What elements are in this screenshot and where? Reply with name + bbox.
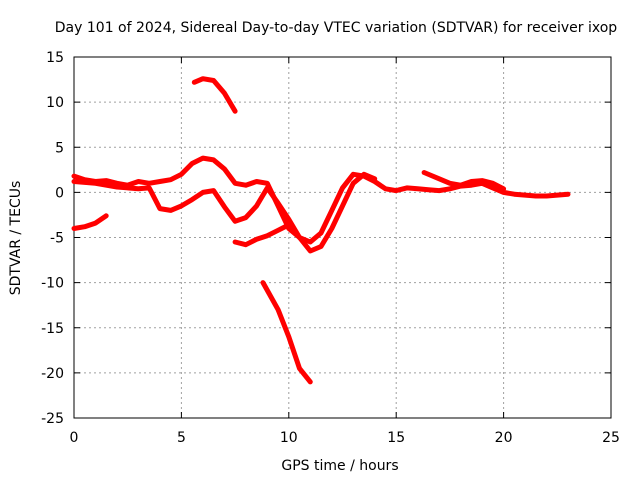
y-tick-label: 5 [55, 140, 64, 156]
series-track-main-upper [71, 155, 571, 245]
chart-title: Day 101 of 2024, Sidereal Day-to-day VTE… [55, 20, 618, 36]
series-track-right-arc [421, 170, 507, 192]
x-tick-label: 20 [495, 430, 513, 446]
axis-ticks [73, 56, 612, 419]
y-tick-labels: -25 -20 -15 -10 -5 0 5 10 15 [41, 50, 64, 427]
y-tick-label: -15 [41, 321, 64, 337]
series-track-main-lower [71, 171, 378, 254]
y-tick-label: 10 [46, 95, 64, 111]
grid-lines [74, 57, 611, 418]
y-axis-label: SDTVAR / TECUs [8, 181, 24, 296]
x-axis-label: GPS time / hours [281, 458, 398, 474]
series-track-upper-arc [191, 76, 238, 114]
series-track-descent [260, 280, 313, 385]
series-track-mid-low [232, 222, 292, 248]
y-tick-label: -5 [50, 231, 64, 247]
y-tick-label: -20 [41, 366, 64, 382]
data-series [71, 76, 571, 385]
x-tick-label: 15 [387, 430, 405, 446]
series-track-left-low [71, 213, 109, 231]
y-tick-label: 0 [55, 185, 64, 201]
y-tick-label: -25 [41, 411, 64, 427]
y-tick-label: 15 [46, 50, 64, 66]
x-tick-label: 10 [280, 430, 298, 446]
y-tick-label: -10 [41, 276, 64, 292]
x-tick-label: 0 [70, 430, 79, 446]
x-tick-label: 25 [602, 430, 620, 446]
x-tick-label: 5 [177, 430, 186, 446]
x-tick-labels: 0 5 10 15 20 25 [70, 430, 620, 446]
